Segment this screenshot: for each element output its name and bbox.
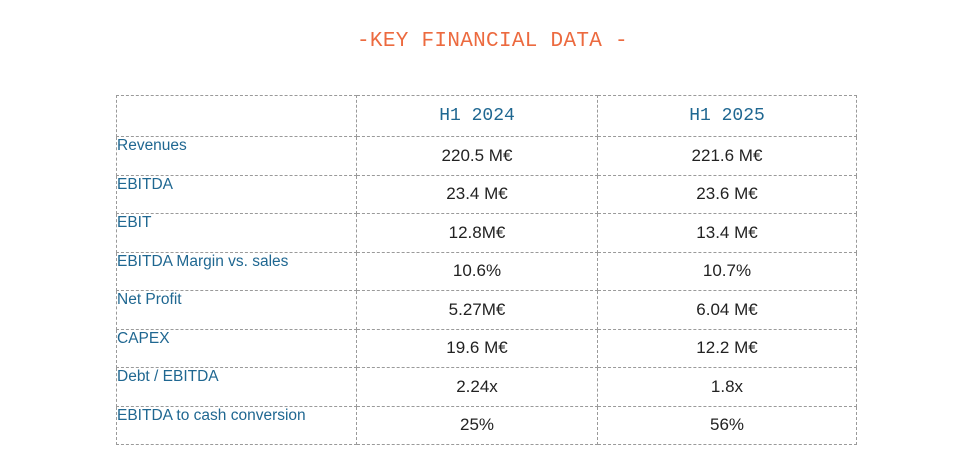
value-h1-2024: 12.8M€ xyxy=(356,213,598,253)
value-h1-2024: 220.5 M€ xyxy=(356,136,598,176)
table-row: Net Profit 5.27M€ 6.04 M€ xyxy=(116,290,857,330)
row-label: EBIT xyxy=(116,213,357,253)
table-row: EBIT 12.8M€ 13.4 M€ xyxy=(116,213,857,253)
value-h1-2025: 56% xyxy=(597,405,857,445)
value-h1-2024: 2.24x xyxy=(356,367,598,407)
value-h1-2025: 6.04 M€ xyxy=(597,290,857,330)
value-h1-2025: 23.6 M€ xyxy=(597,174,857,214)
value-h1-2024: 10.6% xyxy=(356,251,598,291)
table-row: CAPEX 19.6 M€ 12.2 M€ xyxy=(116,328,857,368)
value-h1-2024: 25% xyxy=(356,405,598,445)
value-h1-2024: 5.27M€ xyxy=(356,290,598,330)
value-h1-2024: 19.6 M€ xyxy=(356,328,598,368)
row-label: Revenues xyxy=(116,136,357,176)
table-row: EBITDA Margin vs. sales 10.6% 10.7% xyxy=(116,251,857,291)
header-h1-2025: H1 2025 xyxy=(597,95,857,137)
value-h1-2025: 12.2 M€ xyxy=(597,328,857,368)
header-h1-2024: H1 2024 xyxy=(356,95,598,137)
value-h1-2025: 13.4 M€ xyxy=(597,213,857,253)
page-title: -KEY FINANCIAL DATA - xyxy=(357,30,628,53)
table-row: Debt / EBITDA 2.24x 1.8x xyxy=(116,367,857,407)
header-empty-cell xyxy=(116,95,357,137)
table-row: EBITDA 23.4 M€ 23.6 M€ xyxy=(116,174,857,214)
value-h1-2024: 23.4 M€ xyxy=(356,174,598,214)
value-h1-2025: 10.7% xyxy=(597,251,857,291)
row-label: EBITDA xyxy=(116,174,357,214)
value-h1-2025: 221.6 M€ xyxy=(597,136,857,176)
row-label: Net Profit xyxy=(116,290,357,330)
value-h1-2025: 1.8x xyxy=(597,367,857,407)
key-financial-data-table: H1 2024 H1 2025 Revenues 220.5 M€ 221.6 … xyxy=(116,95,857,445)
table-header-row: H1 2024 H1 2025 xyxy=(116,95,857,137)
row-label: Debt / EBITDA xyxy=(116,367,357,407)
row-label: EBITDA to cash conversion xyxy=(116,405,357,445)
table-row: EBITDA to cash conversion 25% 56% xyxy=(116,405,857,445)
table-row: Revenues 220.5 M€ 221.6 M€ xyxy=(116,136,857,176)
row-label: EBITDA Margin vs. sales xyxy=(116,251,357,291)
row-label: CAPEX xyxy=(116,328,357,368)
